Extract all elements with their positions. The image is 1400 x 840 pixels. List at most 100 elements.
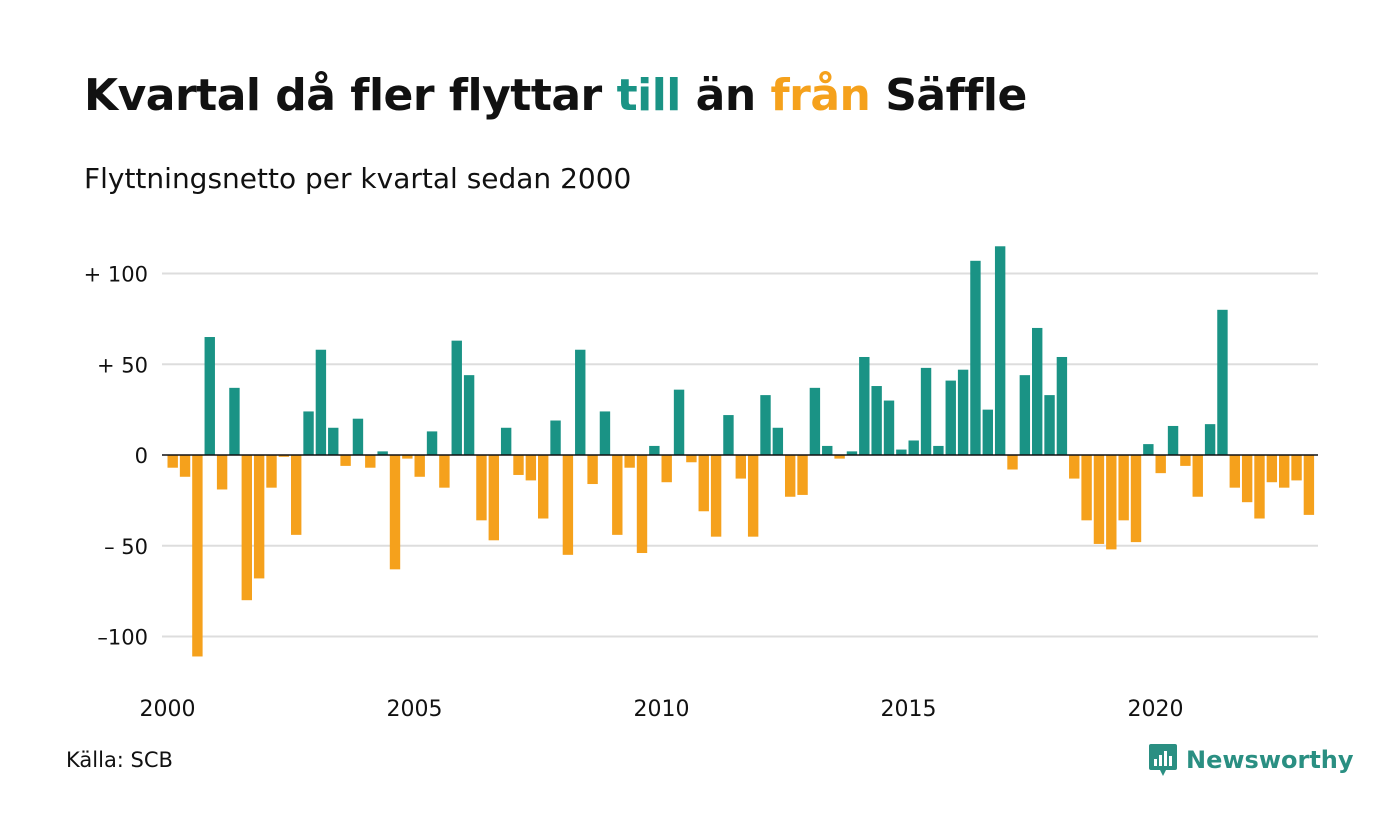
- bar: [426, 431, 438, 455]
- bar: [167, 455, 178, 468]
- x-tick-label: 2020: [1128, 697, 1184, 722]
- bar: [735, 455, 746, 479]
- y-tick-label: – 50: [104, 535, 148, 559]
- bar: [1229, 455, 1240, 488]
- bar: [883, 400, 895, 455]
- bar: [179, 455, 191, 477]
- bar: [1217, 309, 1228, 455]
- source-note: Källa: SCB: [66, 748, 173, 772]
- bar: [328, 427, 339, 455]
- y-tick-label: –100: [97, 626, 148, 650]
- bar: [1130, 455, 1142, 543]
- bar: [562, 455, 574, 555]
- bar: [513, 455, 524, 475]
- bar: [760, 395, 771, 455]
- bar: [846, 451, 858, 455]
- bar: [1180, 455, 1191, 466]
- bar: [291, 455, 302, 535]
- bar: [686, 455, 697, 463]
- bar: [1254, 455, 1265, 519]
- y-tick-label: + 50: [97, 353, 148, 377]
- bar: [192, 455, 203, 657]
- title-part-1: Kvartal då fler flyttar: [84, 70, 617, 121]
- bar: [933, 445, 944, 455]
- bar: [1056, 356, 1068, 455]
- bar: [822, 445, 833, 455]
- bars: [167, 246, 1315, 657]
- x-tick-label: 2010: [634, 697, 690, 722]
- grid-lines: [162, 272, 1318, 638]
- bar: [612, 455, 623, 535]
- bar: [229, 387, 240, 456]
- bar: [476, 455, 487, 521]
- bar: [340, 455, 351, 466]
- bar: [1204, 424, 1216, 455]
- bar: [315, 349, 327, 455]
- bar: [204, 337, 215, 455]
- bar: [636, 455, 648, 554]
- bar: [500, 427, 512, 455]
- bar: [1167, 425, 1179, 455]
- bar: [463, 375, 475, 455]
- x-tick-label: 2015: [881, 697, 937, 722]
- bar: [365, 455, 376, 468]
- bar: [266, 455, 277, 488]
- bar: [1266, 455, 1278, 483]
- bar: [723, 415, 734, 455]
- chart-title: Kvartal då fler flyttar till än från Säf…: [84, 70, 1027, 121]
- bar: [834, 455, 845, 459]
- bar: [1118, 455, 1129, 521]
- bar: [920, 367, 932, 455]
- y-tick-label: 0: [135, 444, 148, 468]
- bar: [772, 427, 784, 455]
- bar: [303, 411, 314, 455]
- y-tick-label: + 100: [84, 263, 148, 287]
- title-highlight-fran: från: [770, 70, 871, 121]
- bar: [1143, 444, 1154, 455]
- x-axis-ticks: 2000 2005 2010 2015 2020: [140, 697, 1184, 722]
- bar: [538, 455, 549, 519]
- bar: [241, 455, 252, 601]
- bar: [871, 386, 882, 455]
- x-tick-label: 2005: [387, 697, 443, 722]
- bar: [970, 260, 981, 455]
- bar: [1044, 395, 1055, 455]
- bar: [402, 455, 413, 459]
- bar: [1007, 455, 1018, 470]
- bar: [389, 455, 401, 570]
- x-tick-label: 2000: [140, 697, 196, 722]
- bar: [957, 369, 969, 455]
- bar: [1019, 375, 1031, 455]
- bar: [1155, 455, 1166, 474]
- bar: [785, 455, 796, 497]
- bar: [488, 455, 499, 541]
- bar: [1291, 455, 1302, 481]
- bar: [216, 455, 228, 490]
- bar: [809, 387, 821, 456]
- bar: [710, 455, 722, 537]
- bar: [649, 445, 660, 455]
- bar: [673, 389, 685, 455]
- newsworthy-logo: Newsworthy: [1148, 742, 1354, 778]
- bar: [859, 356, 870, 455]
- bar: [525, 455, 537, 481]
- bar: [1081, 455, 1092, 521]
- bar: [278, 455, 290, 457]
- bar: [1303, 455, 1315, 515]
- chart-subtitle: Flyttningsnetto per kvartal sedan 2000: [84, 162, 632, 195]
- newsworthy-logo-icon: [1149, 744, 1177, 776]
- bar: [352, 418, 364, 455]
- bar: [661, 455, 672, 483]
- brand-name: Newsworthy: [1186, 746, 1354, 774]
- bar: [587, 455, 598, 485]
- bar: [575, 349, 586, 455]
- bar: [377, 451, 388, 455]
- bar: [698, 455, 709, 512]
- bar: [982, 409, 993, 456]
- title-part-5: Säffle: [870, 70, 1027, 121]
- bar: [1032, 327, 1043, 455]
- bar: [1192, 455, 1203, 497]
- title-part-3: än: [680, 70, 771, 121]
- bar: [1106, 455, 1117, 550]
- bar: [908, 440, 919, 455]
